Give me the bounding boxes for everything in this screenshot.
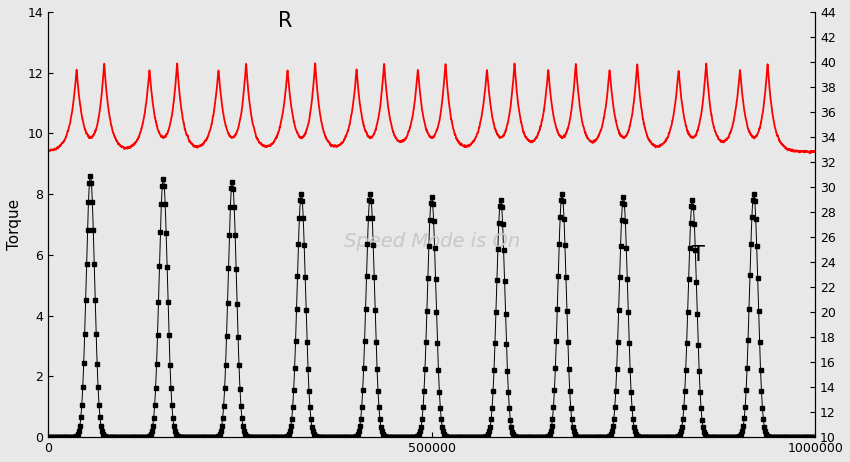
Text: Speed Mode is On: Speed Mode is On (343, 232, 520, 251)
Text: T: T (693, 245, 706, 265)
Y-axis label: Torque: Torque (7, 199, 22, 250)
Text: R: R (278, 11, 292, 31)
